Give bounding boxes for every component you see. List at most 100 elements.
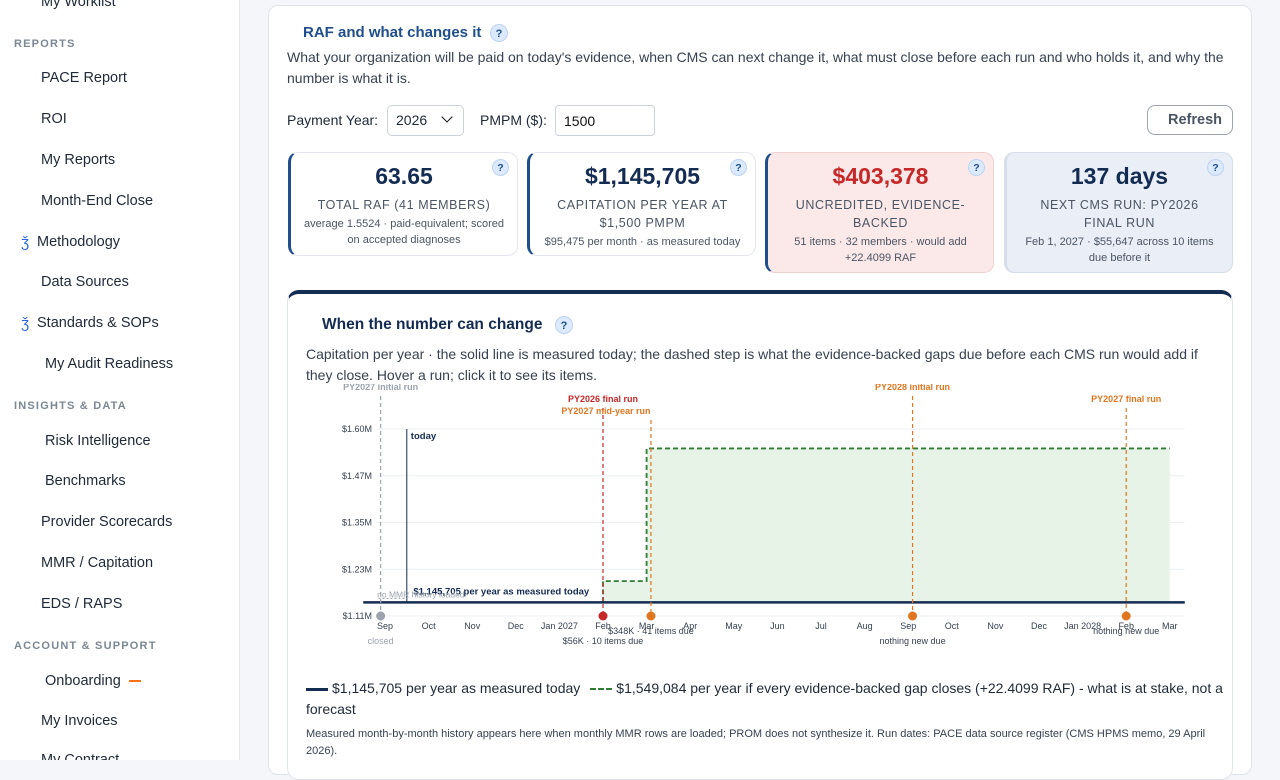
sidebar-item-my-invoices[interactable]: My Invoices — [41, 713, 118, 729]
run-label[interactable]: PY2028 initial run — [875, 384, 950, 392]
run-marker-dot[interactable] — [908, 611, 918, 621]
sidebar-item-benchmarks[interactable]: Benchmarks — [45, 473, 126, 489]
y-tick-label: $1.11M — [343, 611, 372, 621]
today-label: today — [411, 431, 437, 442]
run-marker-dot[interactable] — [598, 611, 608, 621]
y-tick-label: $1.60M — [342, 424, 372, 434]
sidebar-item-standards-sops[interactable]: Standards & SOPs — [37, 315, 159, 331]
run-marker-dot[interactable] — [646, 611, 656, 621]
kpi-uncredited: ? $403,378 UNCREDITED, EVIDENCE-BACKED 5… — [765, 152, 994, 273]
kpi-label: TOTAL RAF (41 MEMBERS) — [317, 198, 491, 212]
gap-area — [603, 448, 1170, 603]
payment-year-select[interactable]: 2026 — [387, 105, 464, 136]
series-dashed-line — [602, 447, 1170, 603]
kpi-total-raf: ? 63.65 TOTAL RAF (41 MEMBERS) average 1… — [288, 152, 518, 256]
measured-line-label: $1,145,705 per year as measured today — [413, 586, 590, 597]
y-tick-label: $1.35M — [342, 518, 372, 528]
legend-solid-label: $1,145,705 per year as measured today — [332, 680, 581, 696]
x-tick-label: Sep — [377, 621, 393, 631]
kpi-label: CAPITATION PER YEAR AT $1,500 PMPM — [557, 198, 728, 230]
capitation-chart: $1.11M $1.23M $1.35M $1.47M $1.60M Sep Oct Nov D… — [342, 384, 1185, 646]
run-status-label: closed — [368, 636, 394, 646]
x-tick-label: Jan 2027 — [541, 621, 578, 631]
sidebar-section-insights: INSIGHTS & DATA — [14, 400, 127, 412]
x-tick-label: Dec — [508, 621, 525, 631]
kpi-subtext: 51 items · 32 members · would add +22.40… — [794, 236, 967, 264]
x-tick-label: Dec — [1031, 621, 1048, 631]
sidebar-item-roi[interactable]: ROI — [41, 111, 67, 127]
help-icon[interactable]: ? — [968, 159, 985, 176]
no-history-label: no MMR history loaded — [377, 589, 465, 599]
x-tick-label: Sep — [900, 621, 916, 631]
run-due-label: $348K · 41 items due — [608, 626, 694, 636]
kpi-value: $1,145,705 — [584, 163, 701, 189]
kpi-value: 63.65 — [375, 163, 433, 189]
y-tick-label: $1.47M — [342, 471, 372, 481]
kpi-subtext: $95,475 per month · as measured today — [544, 236, 741, 248]
run-label[interactable]: PY2026 final run — [568, 394, 638, 404]
run-label[interactable]: PY2027 final run — [1091, 394, 1161, 404]
y-tick-label: $1.23M — [342, 564, 372, 574]
sidebar-item-my-audit-readiness[interactable]: My Audit Readiness — [45, 356, 174, 372]
sidebar-item-my-worklist[interactable]: My Worklist — [41, 0, 116, 10]
sidebar-item-eds-raps[interactable]: EDS / RAPS — [41, 596, 123, 612]
help-icon[interactable]: ? — [490, 24, 508, 42]
status-badge — [128, 680, 141, 683]
help-icon[interactable]: ? — [555, 316, 573, 334]
run-due-label: nothing new due — [1093, 626, 1159, 636]
sidebar-item-my-contract[interactable]: My Contract — [41, 752, 120, 760]
x-tick-label: Jul — [815, 621, 827, 631]
help-icon[interactable]: ? — [1207, 159, 1224, 176]
x-tick-label: Feb — [595, 621, 611, 631]
chart-title: When the number can change — [322, 316, 543, 333]
run-label[interactable]: PY2027 initial run — [343, 384, 418, 392]
x-tick-label: Oct — [945, 621, 960, 631]
kpi-label: UNCREDITED, EVIDENCE-BACKED — [795, 198, 966, 230]
book-icon: ǯ — [21, 234, 30, 251]
x-tick-label: Feb — [1118, 621, 1134, 631]
pmpm-input[interactable] — [555, 105, 655, 136]
run-label[interactable]: PY2027 mid-year run — [561, 406, 650, 416]
sidebar-item-provider-scorecards[interactable]: Provider Scorecards — [41, 514, 173, 530]
sidebar-item-risk-intelligence[interactable]: Risk Intelligence — [45, 433, 151, 449]
help-icon[interactable]: ? — [730, 159, 747, 176]
x-tick-label: Jan 2028 — [1064, 621, 1101, 631]
sidebar-section-reports: REPORTS — [14, 38, 76, 50]
x-tick-label: Oct — [422, 621, 437, 631]
sidebar-item-methodology[interactable]: Methodology — [37, 234, 121, 250]
sidebar-item-pace-report[interactable]: PACE Report — [41, 70, 127, 86]
run-marker-dot[interactable] — [376, 611, 386, 621]
sidebar-item-my-reports[interactable]: My Reports — [41, 152, 116, 168]
payment-year-label: Payment Year: — [287, 112, 379, 128]
raf-panel: RAF and what changes it ? What your orga… — [268, 5, 1252, 780]
x-tick-label: Nov — [987, 621, 1004, 631]
kpi-value: 137 days — [1070, 163, 1169, 189]
run-due-label: $56K · 10 items due — [563, 636, 644, 646]
kpi-capitation: ? $1,145,705 CAPITATION PER YEAR AT $1,5… — [527, 152, 756, 256]
kpi-subtext: average 1.5524 · paid-equivalent; scored… — [304, 218, 504, 246]
x-tick-label: May — [725, 621, 743, 631]
run-marker-dot[interactable] — [1121, 611, 1131, 621]
kpi-subtext: Feb 1, 2027 · $55,647 across 10 items du… — [1025, 236, 1214, 264]
kpi-value: $403,378 — [832, 163, 929, 189]
sidebar: My Worklist REPORTS PACE Report ROI My R… — [0, 0, 240, 760]
sidebar-item-mmr-capitation[interactable]: MMR / Capitation — [41, 555, 154, 571]
pmpm-label: PMPM ($): — [480, 112, 547, 128]
sidebar-item-data-sources[interactable]: Data Sources — [41, 274, 129, 290]
x-tick-label: Mar — [1162, 621, 1178, 631]
panel-title: RAF and what changes it — [303, 24, 482, 41]
chart-description: Capitation per year · the solid line is … — [306, 346, 1198, 383]
legend-solid-swatch — [306, 687, 328, 691]
panel-description: What your organization will be paid on t… — [287, 49, 1224, 86]
help-icon[interactable]: ? — [492, 159, 509, 176]
sidebar-item-onboarding[interactable]: Onboarding — [45, 673, 141, 689]
x-tick-label: Aug — [857, 621, 873, 631]
kpi-next-run: ? 137 days NEXT CMS RUN: PY2026 FINAL RU… — [1004, 152, 1233, 273]
refresh-button[interactable]: Refresh — [1147, 105, 1233, 135]
chart-footnote: Measured month-by-month history appears … — [306, 728, 1206, 757]
chart-legend: $1,145,705 per year as measured today $1,… — [306, 678, 1226, 720]
sidebar-section-account: ACCOUNT & SUPPORT — [14, 640, 157, 652]
run-due-label: nothing new due — [880, 636, 946, 646]
legend-dashed-swatch — [590, 688, 613, 691]
sidebar-item-month-end-close[interactable]: Month-End Close — [41, 193, 154, 209]
